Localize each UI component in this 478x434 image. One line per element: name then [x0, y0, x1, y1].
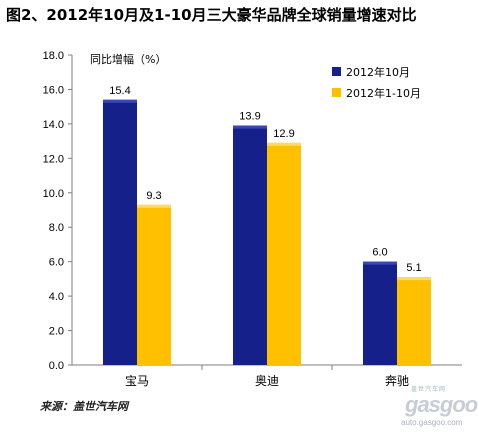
y-tick-label: 12.0	[43, 153, 64, 165]
bar-oct	[363, 261, 397, 365]
data-label: 12.9	[273, 128, 294, 140]
x-tick-label: 宝马	[125, 374, 149, 388]
legend: 2012年10月 2012年1-10月	[332, 65, 421, 100]
data-label: 15.4	[109, 85, 130, 97]
y-tick-label: 16.0	[43, 84, 64, 96]
x-tick-label: 奔驰	[385, 374, 409, 388]
y-tick-label: 0.0	[49, 360, 64, 372]
y-tick-label: 8.0	[49, 222, 64, 234]
bar-top-highlight	[363, 261, 397, 265]
data-label: 9.3	[146, 190, 161, 202]
y-tick-label: 6.0	[49, 257, 64, 269]
y-tick-label: 2.0	[49, 326, 64, 338]
bar-top-highlight	[233, 125, 267, 129]
watermark-url: auto.gasgoo.com	[401, 418, 463, 427]
y-tick-label: 10.0	[43, 188, 64, 200]
bars	[103, 99, 431, 366]
y-tick-label: 18.0	[43, 50, 64, 62]
source-note: 来源：盖世汽车网	[40, 400, 128, 413]
legend-label: 2012年10月	[346, 65, 410, 79]
chart-title: 图2、2012年10月及1-10月三大豪华品牌全球销量增速对比	[6, 6, 417, 24]
bar-oct	[233, 125, 267, 365]
bar-top-highlight	[137, 204, 171, 208]
watermark-cn-text: 盖世汽车网	[411, 387, 447, 393]
bar-ytd	[137, 204, 171, 365]
y-tick-label: 4.0	[49, 291, 64, 303]
data-label: 6.0	[372, 247, 387, 259]
bar-top-highlight	[267, 142, 301, 146]
bar-ytd	[267, 142, 301, 365]
legend-swatch	[332, 67, 341, 76]
x-tick-label: 奥迪	[255, 374, 279, 388]
axes: 0.0 2.0 4.0 6.0 8.0 10.0 12.0 14.0 16.0 18.0 同比增幅（…	[43, 50, 462, 388]
bar-oct	[103, 99, 137, 366]
watermark-logo-text: gasgoo	[405, 392, 478, 417]
labels: 15.4 9.3 13.9 12.9 6.0 5.1	[109, 85, 421, 274]
bar-top-highlight	[103, 99, 137, 103]
y-axis-label: 同比增幅（%）	[90, 52, 166, 66]
data-label: 13.9	[239, 111, 260, 123]
bar-top-highlight	[397, 277, 431, 281]
bar-ytd	[397, 277, 431, 365]
legend-swatch	[332, 88, 341, 97]
legend-label: 2012年1-10月	[346, 86, 421, 100]
data-label: 5.1	[406, 262, 421, 274]
y-tick-label: 14.0	[43, 119, 64, 131]
gasgoo-watermark: 盖世汽车网 gasgoo auto.gasgoo.com	[395, 384, 478, 430]
